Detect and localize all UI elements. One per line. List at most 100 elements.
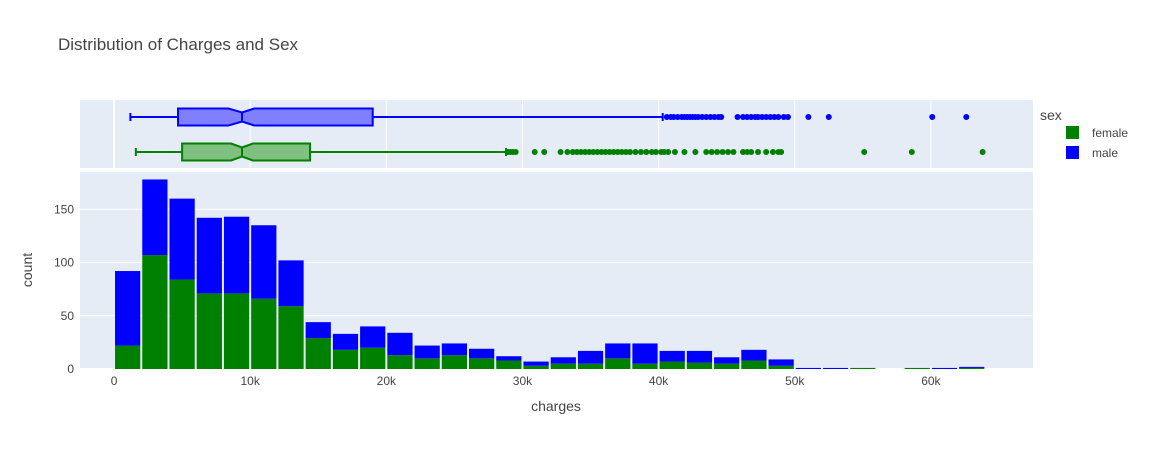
histogram-bar-male bbox=[360, 326, 386, 348]
y-tick-label: 0 bbox=[67, 362, 74, 376]
outlier-point bbox=[730, 149, 737, 155]
chart-title: Distribution of Charges and Sex bbox=[58, 35, 299, 54]
histogram-bar-male bbox=[659, 350, 685, 362]
legend-item-female[interactable]: female bbox=[1066, 126, 1128, 140]
histogram-bar-male bbox=[414, 345, 440, 359]
outlier-point bbox=[734, 114, 741, 120]
histogram-bar-female bbox=[850, 367, 876, 369]
outlier-point bbox=[703, 149, 710, 155]
outlier-point bbox=[665, 149, 672, 155]
legend-label: male bbox=[1092, 146, 1118, 160]
histogram-bar-male bbox=[632, 343, 658, 364]
histogram-bar-female bbox=[632, 363, 658, 369]
legend-items[interactable]: female male bbox=[1066, 126, 1128, 160]
histogram-bar-male bbox=[332, 333, 359, 350]
legend-label: female bbox=[1092, 126, 1128, 140]
outlier-point bbox=[805, 114, 812, 120]
histogram-bar-female bbox=[605, 358, 631, 369]
histogram-bar-male bbox=[278, 260, 304, 307]
histogram-bar-male bbox=[741, 349, 767, 361]
histogram-bar-male bbox=[223, 216, 250, 294]
outlier-point bbox=[718, 114, 725, 120]
histogram-bar-female bbox=[496, 360, 522, 369]
histogram-bar-male bbox=[822, 367, 849, 369]
outlier-point bbox=[725, 149, 732, 155]
outlier-point bbox=[825, 114, 832, 120]
outlier-point bbox=[769, 149, 776, 155]
outlier-point bbox=[632, 149, 639, 155]
outlier-point bbox=[557, 149, 564, 155]
histogram-bar-male bbox=[714, 357, 740, 364]
histogram-bar-male bbox=[577, 350, 604, 364]
histogram-bar-female bbox=[305, 338, 331, 369]
outlier-point bbox=[652, 149, 659, 155]
outlier-point bbox=[963, 114, 970, 120]
histogram-bar-female bbox=[196, 293, 222, 369]
legend-swatch bbox=[1066, 126, 1079, 139]
y-tick-label: 150 bbox=[54, 202, 74, 216]
histogram-bar-male bbox=[387, 332, 413, 356]
x-tick-label: 0 bbox=[111, 374, 118, 388]
outlier-point bbox=[775, 114, 782, 120]
histogram-bar-female bbox=[741, 360, 767, 369]
legend[interactable]: sex female male bbox=[1040, 107, 1128, 160]
histogram-bar-female bbox=[469, 358, 495, 369]
histogram-bar-female bbox=[251, 298, 277, 369]
outlier-point bbox=[908, 149, 915, 155]
outlier-point bbox=[643, 149, 650, 155]
box-body bbox=[181, 142, 312, 162]
histogram-bar-female bbox=[441, 355, 468, 369]
histogram-bar-female bbox=[332, 349, 359, 369]
histogram-bar-male bbox=[768, 359, 794, 366]
x-tick-label: 10k bbox=[240, 374, 260, 388]
y-tick-label: 100 bbox=[54, 256, 74, 270]
box-plot-female bbox=[134, 142, 986, 162]
histogram-bar-male bbox=[605, 343, 631, 359]
y-tick-label: 50 bbox=[61, 309, 75, 323]
x-axis-label: charges bbox=[531, 398, 581, 414]
histogram-bar-male bbox=[959, 366, 985, 368]
outlier-point bbox=[861, 149, 868, 155]
legend-item-male[interactable]: male bbox=[1066, 146, 1118, 160]
histogram-bar-male bbox=[196, 217, 222, 294]
histogram-bar-female bbox=[550, 363, 576, 369]
histogram-bar-female bbox=[223, 293, 250, 369]
outlier-point bbox=[627, 149, 634, 155]
histogram-bar-male bbox=[142, 179, 168, 256]
x-tick-label: 60k bbox=[921, 374, 941, 388]
histogram-bar-female bbox=[768, 365, 794, 369]
outlier-point bbox=[564, 149, 571, 155]
histogram-bar-female bbox=[686, 362, 713, 369]
outlier-point bbox=[754, 149, 761, 155]
box-plot-male bbox=[129, 107, 970, 127]
x-tick-label: 20k bbox=[377, 374, 397, 388]
outlier-point bbox=[512, 149, 519, 155]
histogram-bar-male bbox=[305, 322, 331, 339]
histogram-bar-female bbox=[142, 255, 168, 369]
histogram-bar-male bbox=[686, 350, 713, 363]
outlier-point bbox=[929, 114, 936, 120]
histogram-bar-male bbox=[469, 348, 495, 359]
histogram-bar-female bbox=[387, 355, 413, 369]
marginal-box-plots bbox=[129, 107, 986, 162]
outlier-point bbox=[708, 149, 715, 155]
histogram-bar-male bbox=[523, 361, 549, 366]
outlier-point bbox=[531, 149, 538, 155]
histogram-bar-male bbox=[441, 343, 468, 356]
histogram-bar-male bbox=[931, 367, 958, 369]
outlier-point bbox=[979, 149, 986, 155]
outlier-point bbox=[714, 149, 721, 155]
x-tick-label: 50k bbox=[785, 374, 805, 388]
x-tick-label: 30k bbox=[513, 374, 533, 388]
outlier-point bbox=[719, 149, 726, 155]
histogram-bar-male bbox=[550, 357, 576, 364]
histogram-bar-female bbox=[360, 347, 386, 369]
histogram-bar-male bbox=[115, 271, 141, 346]
histogram-bar-female bbox=[523, 365, 549, 369]
x-tick-label: 40k bbox=[649, 374, 669, 388]
legend-swatch bbox=[1066, 146, 1079, 159]
histogram-bar-female bbox=[169, 279, 195, 369]
outlier-point bbox=[541, 149, 548, 155]
